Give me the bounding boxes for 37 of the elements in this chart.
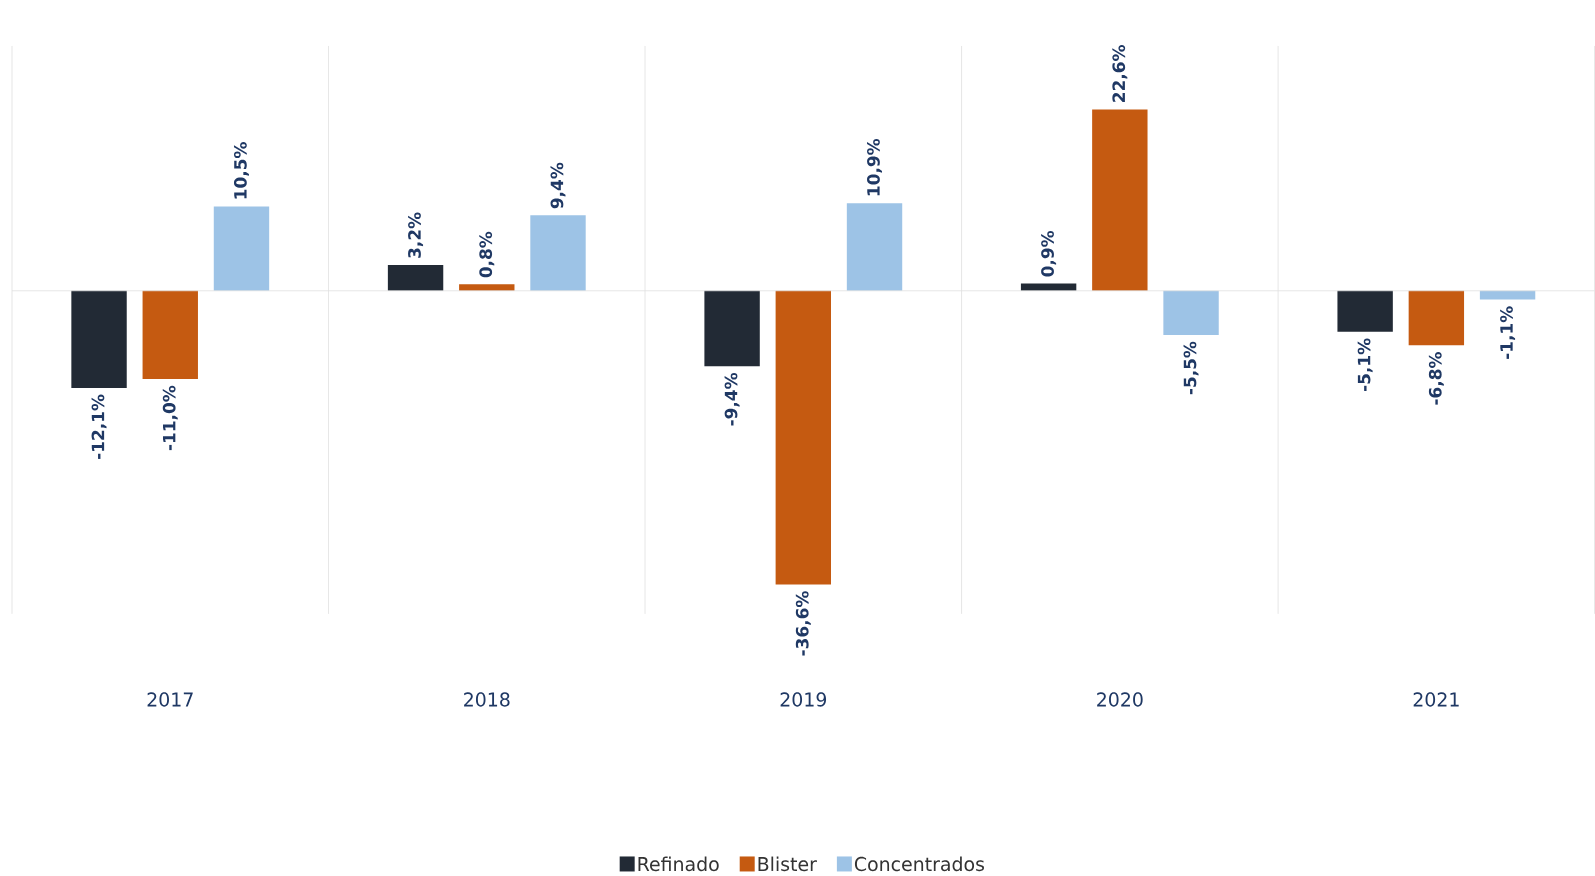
data-label: -5,5% xyxy=(1183,341,1199,395)
bar xyxy=(1092,109,1148,291)
data-label: -6,8% xyxy=(1428,351,1444,405)
x-tick-label: 2019 xyxy=(780,692,827,707)
x-tick-label: 2018 xyxy=(464,692,510,707)
data-label: -1,1% xyxy=(1500,306,1516,359)
bar xyxy=(1163,290,1219,335)
bar xyxy=(1479,290,1536,300)
data-label: -12,1% xyxy=(91,394,107,459)
bar xyxy=(530,215,586,291)
data-label: 0,8% xyxy=(479,231,495,278)
bar xyxy=(775,290,831,585)
bar xyxy=(704,290,760,367)
data-label: 3,2% xyxy=(408,212,424,258)
bar xyxy=(1337,290,1393,332)
legend-label: Concentrados xyxy=(854,856,985,871)
bar xyxy=(846,203,903,291)
data-label: 0,9% xyxy=(1041,230,1057,277)
legend-label: Refinado xyxy=(638,856,719,871)
data-label: -5,1% xyxy=(1357,338,1373,391)
bar xyxy=(1408,290,1465,346)
data-label: -9,4% xyxy=(724,372,740,426)
bar xyxy=(459,284,515,291)
bar xyxy=(71,290,127,388)
data-label: 22,6% xyxy=(1112,44,1128,102)
data-label: 10,9% xyxy=(867,138,883,196)
legend-label: Blister xyxy=(758,856,817,871)
data-label: 9,4% xyxy=(550,162,566,209)
bar xyxy=(387,264,444,291)
x-tick-label: 2021 xyxy=(1413,692,1459,707)
x-tick-label: 2020 xyxy=(1097,692,1143,707)
data-label: -11,0% xyxy=(162,385,178,450)
bar xyxy=(142,290,198,379)
data-label: -36,6% xyxy=(795,591,811,656)
x-tick-label: 2017 xyxy=(147,692,193,707)
data-label: 10,5% xyxy=(233,141,249,199)
bar xyxy=(213,206,270,291)
